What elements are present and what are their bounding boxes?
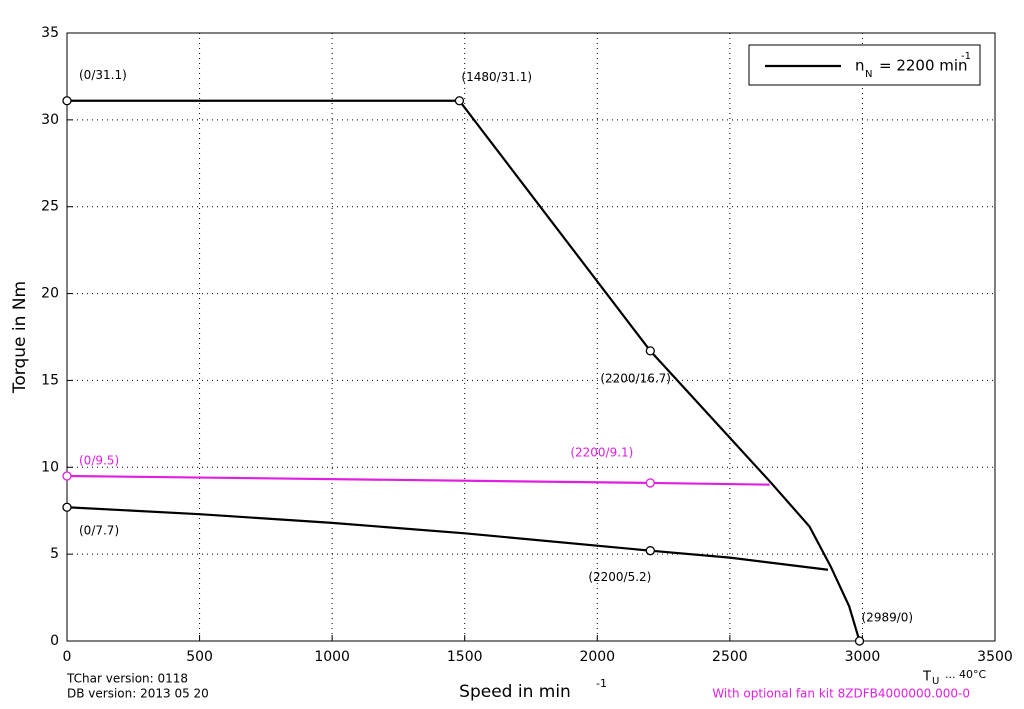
legend-label-sub: N (865, 69, 872, 80)
series-line (67, 99, 861, 642)
plot-area (67, 33, 995, 641)
x-tick-label: 3500 (977, 649, 1013, 665)
x-tick-label: 1000 (314, 649, 350, 665)
point-marker (645, 346, 655, 356)
tu-value: ... 40°C (945, 668, 986, 681)
point-label: (0/9.5) (79, 453, 119, 467)
point-marker (454, 96, 465, 106)
x-tick-label: 2000 (579, 649, 615, 665)
db-version: DB version: 2013 05 20 (67, 687, 209, 701)
x-axis-label-exp: -1 (596, 677, 607, 690)
point-label: (2989/0) (862, 611, 914, 625)
y-tick-label: 35 (41, 25, 59, 41)
x-tick-label: 0 (63, 649, 72, 665)
point-marker (854, 636, 865, 646)
point-label: (2200/9.1) (570, 445, 633, 459)
point-marker (645, 546, 655, 556)
plot-frame (66, 32, 996, 642)
y-tick-label: 15 (41, 372, 59, 388)
tu-label: T (922, 670, 931, 685)
fan-kit-note: With optional fan kit 8ZDFB4000000.000-0 (712, 687, 970, 701)
point-label: (2200/16.7) (600, 371, 671, 385)
point-label: (2200/5.2) (588, 570, 651, 584)
x-tick-label: 1500 (447, 649, 483, 665)
legend-label-sup: -1 (961, 51, 971, 62)
point-marker (62, 96, 72, 106)
y-tick-label: 0 (50, 633, 59, 649)
legend-label-rest: = 2200 min (879, 57, 968, 75)
y-tick-label: 20 (41, 286, 59, 302)
x-tick-label: 2500 (712, 649, 748, 665)
y-tick-label: 10 (41, 459, 59, 475)
point-label: (0/7.7) (79, 524, 119, 538)
point-marker (645, 478, 655, 488)
y-tick-label: 5 (50, 546, 59, 562)
x-axis-label: Speed in min (459, 682, 571, 702)
y-axis-label: Torque in Nm (10, 281, 30, 394)
legend-label: n (855, 57, 865, 75)
point-marker (62, 502, 72, 512)
point-label: (1480/31.1) (461, 70, 532, 84)
x-tick-label: 3000 (845, 649, 881, 665)
y-tick-label: 30 (41, 112, 59, 128)
y-tick-label: 25 (41, 199, 59, 215)
point-marker (62, 471, 72, 481)
point-label: (0/31.1) (79, 68, 127, 82)
tu-sub: U (932, 676, 939, 687)
series-line (66, 506, 829, 571)
tchar-version: TChar version: 0118 (66, 672, 188, 686)
x-tick-label: 500 (186, 649, 213, 665)
